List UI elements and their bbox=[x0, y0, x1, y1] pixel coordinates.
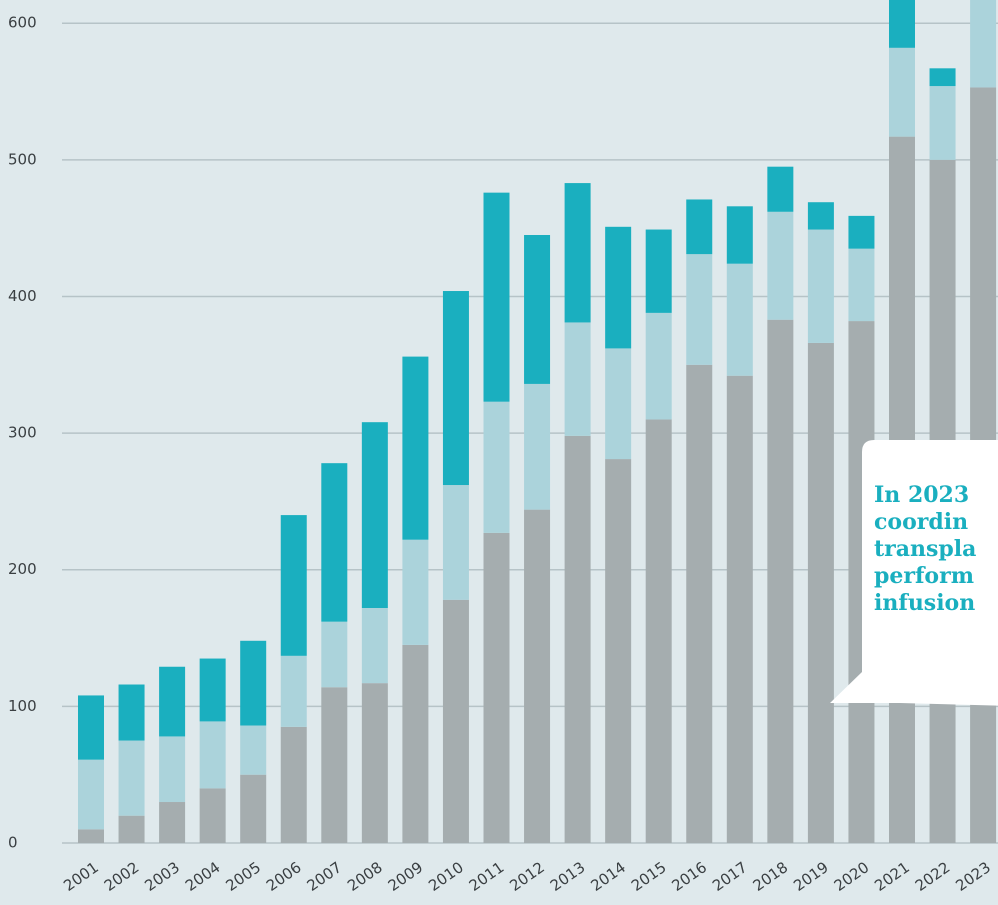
bar-segment bbox=[767, 319, 794, 843]
callout-bubble bbox=[830, 440, 998, 706]
bar-segment bbox=[402, 356, 429, 540]
bar-segment bbox=[199, 721, 226, 789]
bar-segment bbox=[240, 640, 267, 726]
bar-segment bbox=[564, 322, 591, 436]
bar-segment bbox=[118, 684, 145, 741]
bar-segment bbox=[159, 736, 186, 803]
bar-segment bbox=[483, 532, 510, 843]
bar-segment bbox=[929, 86, 956, 160]
bar-segment bbox=[807, 229, 834, 343]
bar-segment bbox=[970, 0, 997, 88]
bar-segment bbox=[402, 539, 429, 645]
bar-segment bbox=[159, 802, 186, 843]
y-tick-label: 300 bbox=[8, 424, 37, 442]
y-tick-label: 0 bbox=[8, 834, 18, 852]
bar-segment bbox=[118, 815, 145, 843]
bar-segment bbox=[524, 383, 551, 510]
bar-segment bbox=[483, 401, 510, 533]
bar-segment bbox=[686, 364, 713, 843]
bar-segment bbox=[848, 215, 875, 249]
bar-segment bbox=[726, 375, 753, 843]
bar-segment bbox=[564, 435, 591, 843]
bar-segment bbox=[321, 687, 348, 843]
bar-segment bbox=[726, 206, 753, 264]
bar-segment bbox=[686, 199, 713, 255]
bar-segment bbox=[807, 202, 834, 230]
bar-segment bbox=[199, 658, 226, 722]
bar-segment bbox=[605, 459, 632, 843]
bar-segment bbox=[524, 509, 551, 843]
y-tick-label: 100 bbox=[8, 697, 37, 715]
callout-line: transpla bbox=[874, 536, 976, 562]
bar-segment bbox=[321, 463, 348, 622]
bar-segment bbox=[280, 726, 307, 843]
bar-segment bbox=[807, 342, 834, 843]
y-tick-label: 600 bbox=[8, 14, 37, 32]
bar-segment bbox=[78, 695, 104, 760]
bar-segment bbox=[321, 621, 348, 688]
bar-segment bbox=[442, 599, 469, 843]
bar-segment bbox=[929, 68, 956, 87]
bar-segment bbox=[767, 166, 794, 212]
y-tick-label: 500 bbox=[8, 150, 37, 168]
bar-segment bbox=[240, 774, 267, 843]
y-tick-label: 200 bbox=[8, 560, 37, 578]
bar-segment bbox=[280, 515, 307, 656]
bar-segment bbox=[280, 655, 307, 727]
bar-segment bbox=[889, 0, 915, 48]
bar-segment bbox=[199, 788, 226, 843]
bar-segment bbox=[645, 419, 672, 843]
bar-segment bbox=[848, 248, 875, 322]
callout-line: infusion bbox=[874, 590, 975, 616]
bar-segment bbox=[889, 47, 915, 137]
y-tick-label: 400 bbox=[8, 287, 37, 305]
bar-segment bbox=[483, 192, 510, 402]
bar-segment bbox=[605, 348, 632, 460]
bar-segment bbox=[726, 263, 753, 376]
bar-segment bbox=[524, 235, 551, 384]
bar-segment bbox=[767, 211, 794, 320]
bar-segment bbox=[78, 829, 104, 843]
bar-segment bbox=[402, 644, 429, 843]
bar-segment bbox=[361, 607, 388, 684]
bar-segment bbox=[686, 254, 713, 365]
bar-segment bbox=[645, 312, 672, 420]
bar-segment bbox=[442, 485, 469, 600]
bar-segment bbox=[564, 183, 591, 323]
bar-segment bbox=[78, 759, 104, 830]
callout-line: perform bbox=[874, 563, 974, 589]
bar-segment bbox=[240, 725, 267, 775]
bar-segment bbox=[159, 666, 186, 737]
callout-line: coordin bbox=[874, 509, 968, 535]
bar-segment bbox=[361, 422, 388, 608]
bar-segment bbox=[645, 229, 672, 313]
bar-segment bbox=[118, 740, 145, 816]
bar-segment bbox=[442, 291, 469, 486]
bar-segment bbox=[605, 226, 632, 349]
bar-segment bbox=[361, 683, 388, 843]
callout-line: In 2023 bbox=[874, 482, 969, 508]
